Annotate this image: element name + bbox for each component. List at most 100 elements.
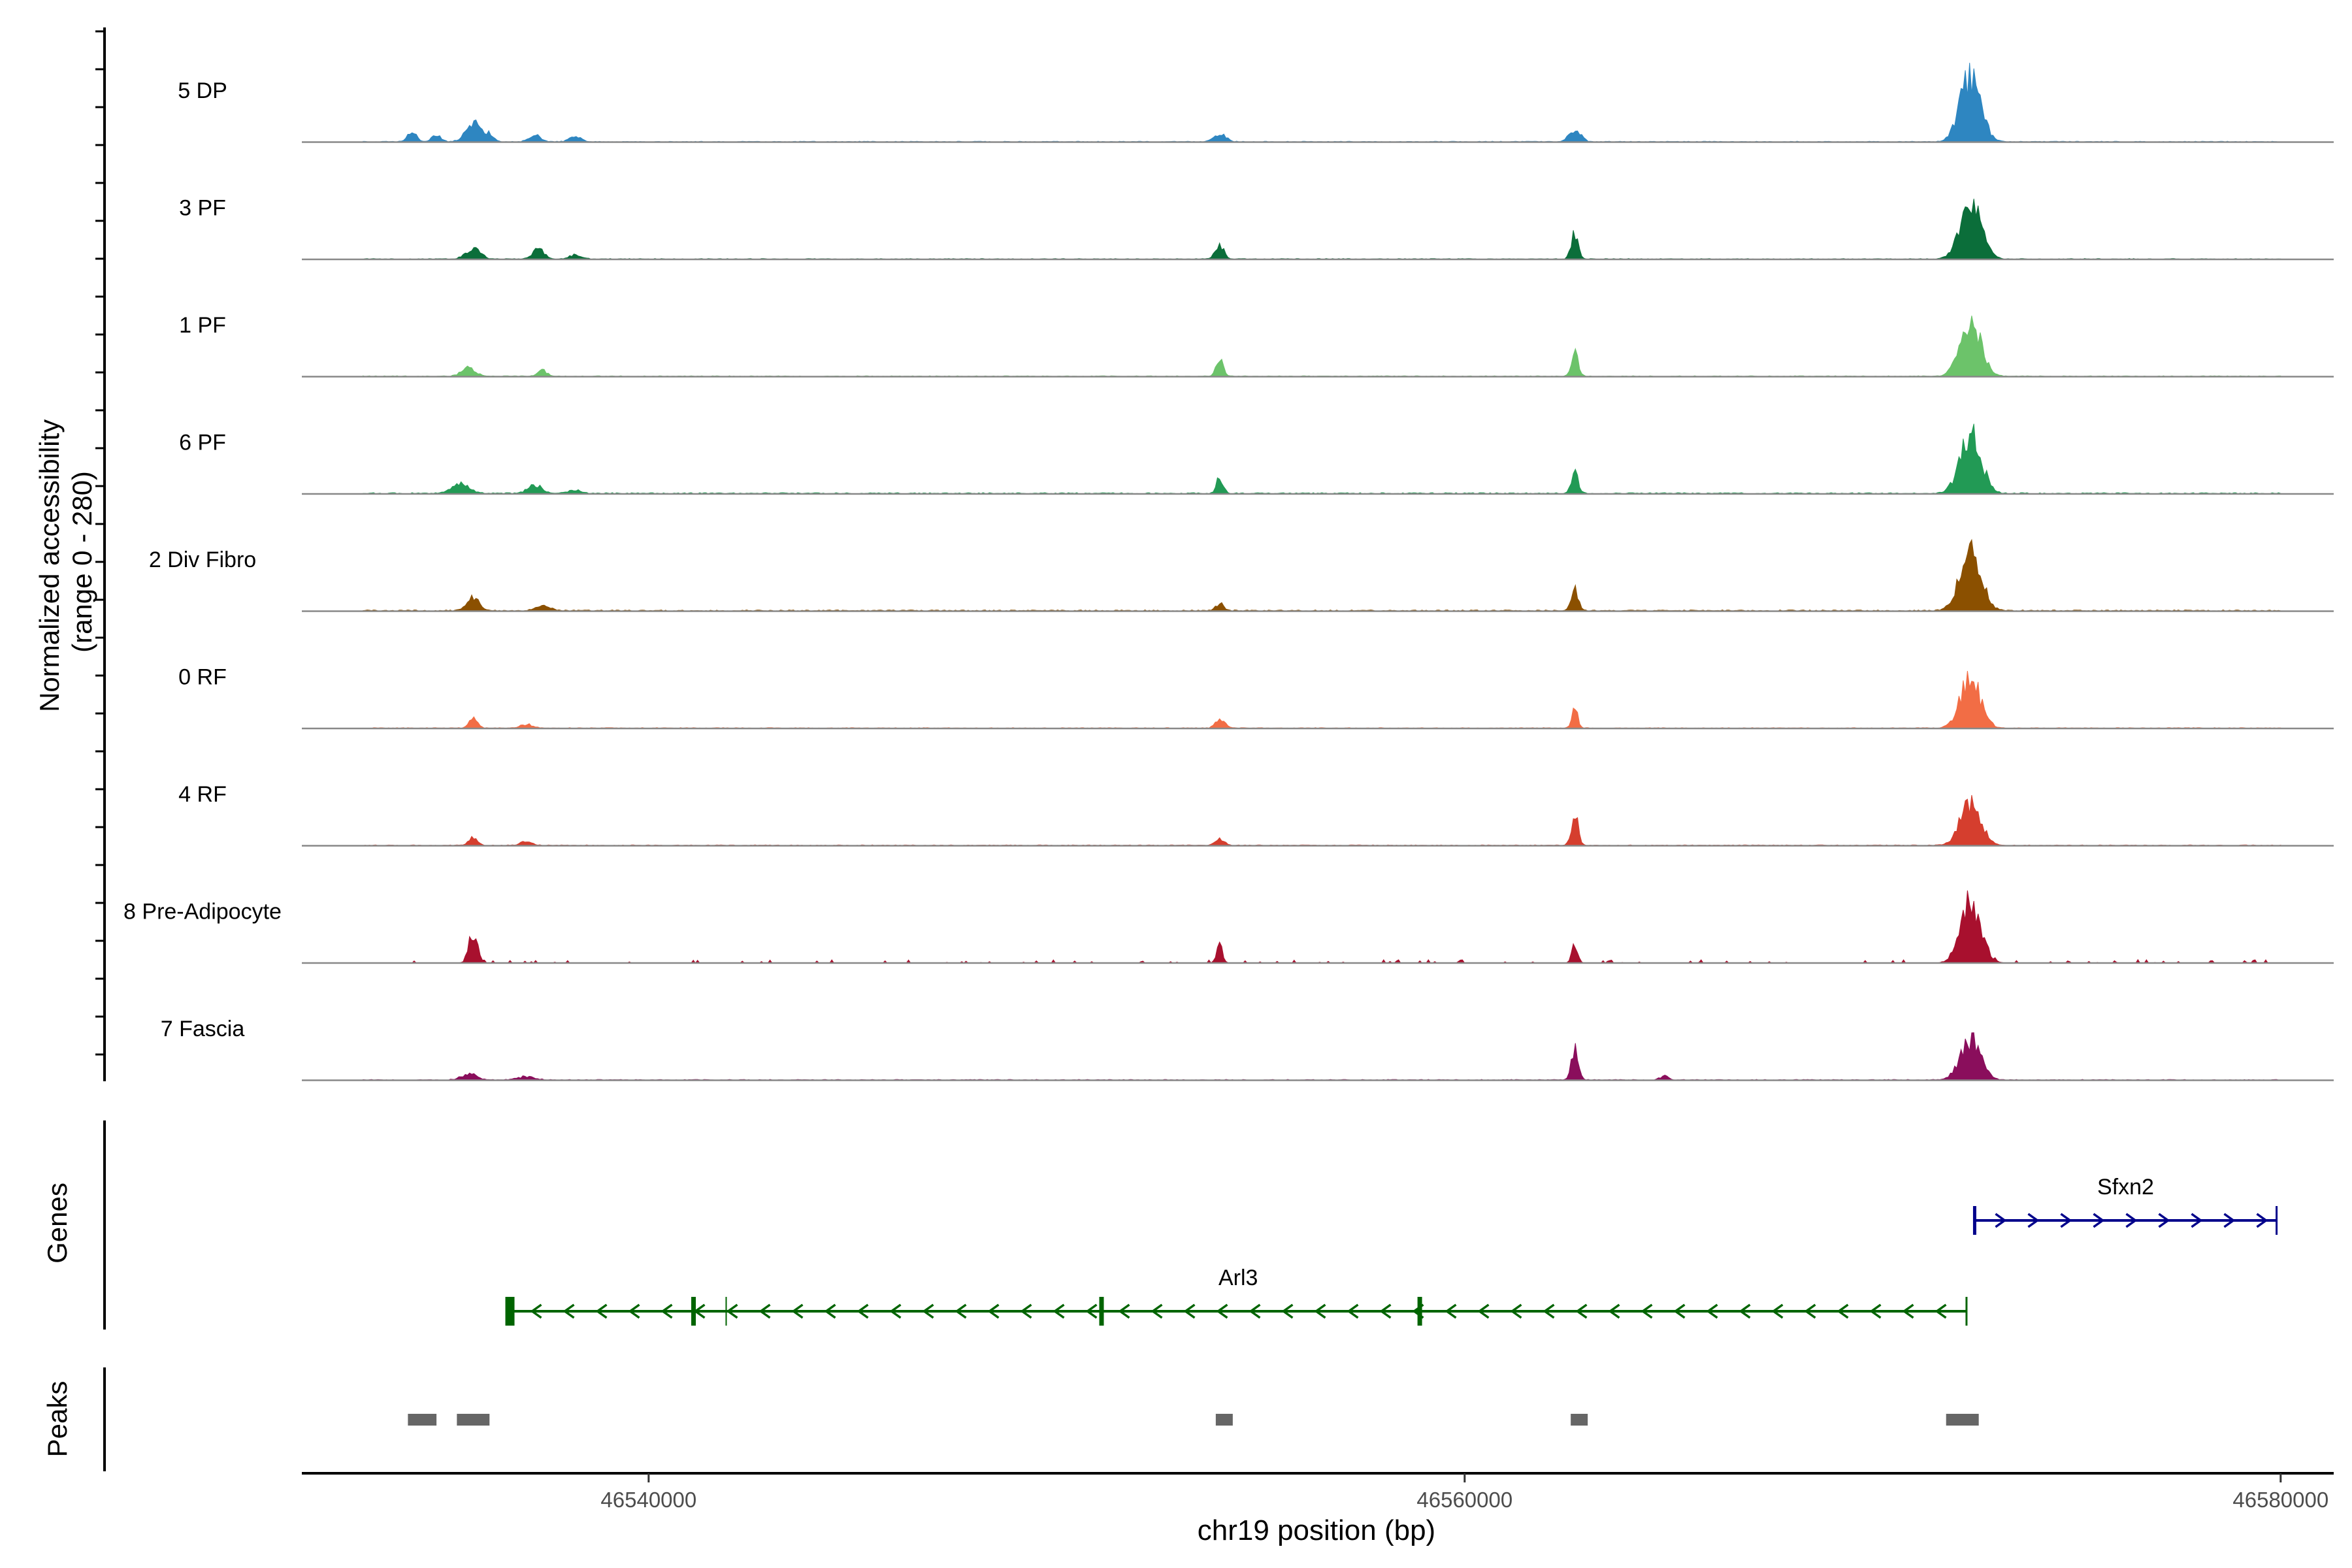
coverage-area <box>363 63 2281 143</box>
track-label: 2 Div Fibro <box>149 547 256 572</box>
strand-chevron <box>530 1303 542 1319</box>
strand-chevron <box>2093 1213 2105 1228</box>
strand-chevron <box>1020 1303 1032 1319</box>
gene-sfxn2: Sfxn2 <box>1972 1175 2278 1235</box>
strand-chevron <box>1379 1303 1392 1319</box>
gene-name-label: Arl3 <box>1218 1266 1258 1290</box>
strand-chevron <box>759 1303 771 1319</box>
strand-chevron <box>1347 1303 1359 1319</box>
coverage-y-axis-label: Normalized accessibility (range 0 - 280) <box>34 412 97 712</box>
peak-regions <box>408 1414 1979 1426</box>
track-label: 1 PF <box>179 313 226 338</box>
track-label: 5 DP <box>178 78 227 103</box>
strand-chevron <box>1151 1303 1163 1319</box>
track-label: 4 RF <box>178 782 227 807</box>
strand-chevron <box>1837 1303 1849 1319</box>
strand-chevron <box>563 1303 575 1319</box>
strand-chevron <box>1085 1303 1098 1319</box>
strand-chevron <box>1804 1303 1816 1319</box>
strand-chevron <box>2256 1213 2268 1228</box>
strand-chevron <box>922 1303 934 1319</box>
track-label: 3 PF <box>179 196 226 221</box>
peak-region <box>408 1414 437 1426</box>
coverage-area <box>363 316 2281 378</box>
strand-chevron <box>1771 1303 1784 1319</box>
track-label: 8 Pre-Adipocyte <box>123 900 282 924</box>
strand-chevron <box>2027 1213 2040 1228</box>
strand-chevron <box>1510 1303 1522 1319</box>
x-tick-label: 46560000 <box>1416 1488 1512 1512</box>
strand-chevron <box>2060 1213 2072 1228</box>
strand-chevron <box>824 1303 836 1319</box>
peak-region <box>1215 1414 1233 1426</box>
track-label: 7 Fascia <box>161 1017 245 1041</box>
x-axis-label: chr19 position (bp) <box>1198 1514 1435 1546</box>
y-label-line1: Normalized accessibility <box>34 419 65 712</box>
track-0-rf: 0 RF <box>178 665 2334 730</box>
coverage-area <box>363 199 2281 260</box>
x-tick-label: 46540000 <box>600 1488 696 1512</box>
coverage-area <box>363 890 2281 964</box>
strand-chevron <box>2158 1213 2170 1228</box>
track-8-pre-adipocyte: 8 Pre-Adipocyte <box>123 890 2334 964</box>
genes-panel-label: Genes <box>42 1183 73 1264</box>
gene-arl3: Arl3 <box>505 1266 1968 1326</box>
strand-chevron <box>1673 1303 1686 1319</box>
strand-chevron <box>1281 1303 1294 1319</box>
peak-region <box>1571 1414 1588 1426</box>
x-tick-label: 46580000 <box>2232 1488 2328 1512</box>
strand-chevron <box>857 1303 869 1319</box>
strand-chevron <box>726 1303 738 1319</box>
strand-chevron <box>1739 1303 1751 1319</box>
track-4-rf: 4 RF <box>178 782 2334 847</box>
coverage-y-ticks <box>95 30 105 1056</box>
track-6-pf: 6 PF <box>179 423 2334 495</box>
strand-chevron <box>955 1303 967 1319</box>
track-label: 0 RF <box>178 665 227 690</box>
track-label: 6 PF <box>179 431 226 455</box>
strand-chevron <box>1869 1303 1882 1319</box>
coverage-area <box>363 423 2281 495</box>
strand-chevron <box>2223 1213 2236 1228</box>
strand-chevron <box>1053 1303 1065 1319</box>
track-3-pf: 3 PF <box>179 196 2334 261</box>
strand-chevron <box>1118 1303 1130 1319</box>
strand-chevron <box>889 1303 902 1319</box>
strand-chevron <box>1935 1303 1947 1319</box>
strand-chevron <box>595 1303 608 1319</box>
strand-chevron <box>628 1303 640 1319</box>
strand-chevron <box>1995 1213 2007 1228</box>
strand-chevron <box>1608 1303 1620 1319</box>
coverage-area <box>363 538 2281 612</box>
x-axis-ticks: 46540000 46560000 46580000 <box>600 1473 2328 1512</box>
peak-region <box>457 1414 490 1426</box>
strand-chevron <box>1183 1303 1196 1319</box>
track-7-fascia: 7 Fascia <box>161 1017 2334 1081</box>
strand-chevron <box>1249 1303 1261 1319</box>
track-1-pf: 1 PF <box>179 313 2334 378</box>
peaks-panel-label: Peaks <box>42 1381 73 1458</box>
strand-chevron <box>791 1303 804 1319</box>
strand-chevron <box>1575 1303 1588 1319</box>
coverage-area <box>363 670 2281 729</box>
strand-chevron <box>1477 1303 1490 1319</box>
coverage-tracks: 5 DP 3 PF 1 PF 6 PF 2 Div Fibro 0 RF 4 RF 8 Pre… <box>123 63 2334 1081</box>
strand-chevron <box>1641 1303 1653 1319</box>
strand-chevron <box>1445 1303 1457 1319</box>
coverage-area <box>363 794 2281 847</box>
strand-chevron <box>2125 1213 2138 1228</box>
track-2-div-fibro: 2 Div Fibro <box>149 538 2334 612</box>
y-label-line2: (range 0 - 280) <box>67 471 97 653</box>
peak-region <box>1946 1414 1979 1426</box>
strand-chevron <box>2191 1213 2203 1228</box>
strand-chevron <box>661 1303 673 1319</box>
strand-chevron <box>1902 1303 1914 1319</box>
strand-chevron <box>1216 1303 1228 1319</box>
gene-models: Sfxn2 Arl3 <box>505 1175 2278 1326</box>
strand-chevron <box>1543 1303 1555 1319</box>
coverage-area <box>363 1032 2281 1081</box>
track-5-dp: 5 DP <box>178 63 2334 143</box>
gene-name-label: Sfxn2 <box>2097 1175 2154 1200</box>
strand-chevron <box>987 1303 1000 1319</box>
